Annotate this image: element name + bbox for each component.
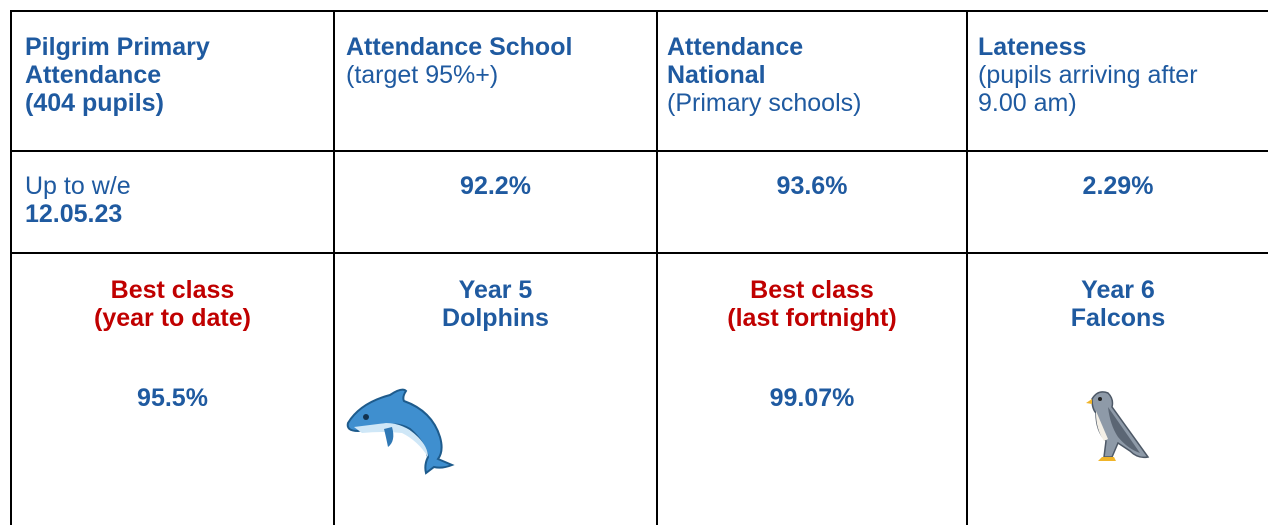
header-cell: Attendance National (Primary schools) (667, 33, 962, 117)
header-note: (pupils arriving after (978, 61, 1268, 89)
border (966, 10, 968, 525)
dolphin-icon (340, 385, 465, 475)
class-title: Dolphins (335, 304, 656, 332)
value-cell: 2.29% (968, 172, 1268, 200)
value-cell: 92.2% (335, 172, 656, 200)
row-label: Up to w/e 12.05.23 (25, 172, 325, 228)
header-text: Attendance (25, 61, 325, 89)
class-title: (last fortnight) (658, 304, 966, 332)
class-title: Year 5 (335, 276, 656, 304)
header-cell: Lateness (pupils arriving after 9.00 am) (978, 33, 1268, 117)
header-text: (404 pupils) (25, 89, 325, 117)
class-title: Best class (12, 276, 333, 304)
value-text: 92.2% (335, 172, 656, 200)
value-text: 93.6% (658, 172, 966, 200)
class-title: Best class (658, 276, 966, 304)
border (10, 10, 12, 525)
value-cell: 93.6% (658, 172, 966, 200)
class-title: Year 6 (968, 276, 1268, 304)
class-cell: Best class (year to date) 95.5% (12, 276, 333, 412)
border (656, 10, 658, 525)
header-note: (Primary schools) (667, 89, 962, 117)
date-text: 12.05.23 (25, 200, 325, 228)
value-text: 2.29% (968, 172, 1268, 200)
header-note: (target 95%+) (346, 61, 656, 89)
class-cell: Year 6 Falcons (968, 276, 1268, 332)
header-cell: Attendance School (target 95%+) (346, 33, 656, 89)
header-note: 9.00 am) (978, 89, 1268, 117)
border (10, 150, 1268, 152)
header-title: Attendance (667, 33, 962, 61)
class-value: 95.5% (12, 384, 333, 412)
falcon-icon (1078, 385, 1163, 470)
class-cell: Year 5 Dolphins (335, 276, 656, 332)
class-value: 99.07% (658, 384, 966, 412)
class-cell: Best class (last fortnight) 99.07% (658, 276, 966, 412)
label-text: Up to w/e (25, 172, 325, 200)
header-title: National (667, 61, 962, 89)
header-text: Pilgrim Primary (25, 33, 325, 61)
border (10, 252, 1268, 254)
header-title: Attendance School (346, 33, 656, 61)
header-cell: Pilgrim Primary Attendance (404 pupils) (25, 33, 325, 117)
header-title: Lateness (978, 33, 1268, 61)
border (10, 10, 1268, 12)
page: {"table": { "header": [ {"title": ["Pilg… (0, 0, 1268, 525)
class-title: (year to date) (12, 304, 333, 332)
border (333, 10, 335, 525)
class-title: Falcons (968, 304, 1268, 332)
